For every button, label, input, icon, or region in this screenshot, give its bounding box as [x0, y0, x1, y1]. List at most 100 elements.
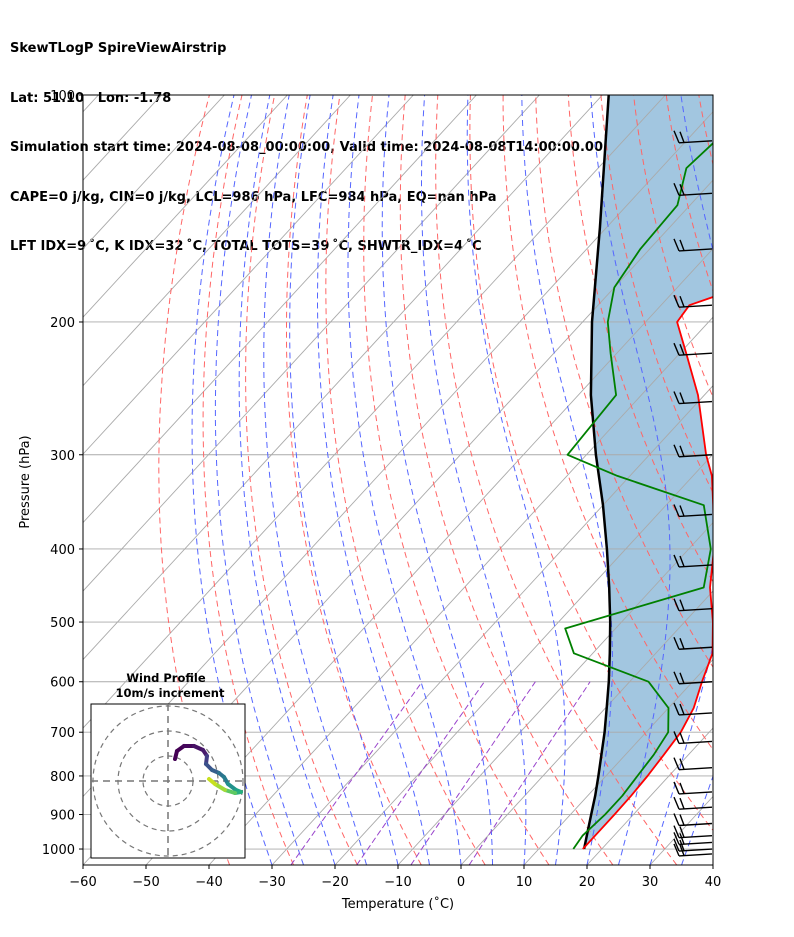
dry-adiabat-line	[600, 95, 713, 494]
isotherm-line	[83, 95, 288, 318]
mixing-ratio-line	[290, 681, 423, 865]
wind-barb	[673, 757, 713, 771]
inset-subtitle: 10m/s increment	[116, 686, 225, 700]
x-tick-label: −10	[384, 875, 411, 890]
moist-adiabat-line	[421, 95, 527, 865]
isotherm-line	[83, 95, 414, 455]
y-tick-label: 700	[50, 726, 75, 741]
dry-adiabat-line	[399, 95, 614, 865]
moist-adiabat-line	[191, 95, 273, 865]
wind-barb	[673, 832, 713, 846]
x-tick-label: −50	[132, 875, 159, 890]
dry-adiabat-line	[245, 95, 358, 865]
moist-adiabat-line	[317, 95, 430, 865]
x-tick-label: 0	[457, 875, 465, 890]
wind-barb	[673, 342, 713, 356]
y-axis-ticks: 100 200 300 400 500 600 700 800 900 1000	[42, 89, 83, 858]
wind-barb	[673, 183, 713, 196]
wind-barb	[673, 130, 713, 144]
dry-adiabat-line	[469, 95, 713, 832]
wind-barb	[673, 504, 713, 518]
wind-barb	[673, 598, 713, 612]
x-tick-label: 20	[579, 875, 596, 890]
x-tick-label: −20	[321, 875, 348, 890]
location-line: Lat: 51.10 Lon: -1.78	[10, 90, 172, 106]
wind-barb	[673, 391, 713, 405]
isotherm-line	[460, 590, 713, 865]
wind-barb	[673, 781, 713, 795]
wind-barb	[673, 238, 713, 252]
isotherm-line	[397, 521, 713, 865]
isotherm-line	[83, 95, 666, 729]
y-tick-label: 1000	[42, 843, 75, 858]
y-tick-label: 200	[50, 316, 75, 331]
dry-adiabat-line	[732, 95, 794, 865]
sounding-profiles	[564, 95, 713, 850]
moist-adiabat-line	[238, 95, 336, 865]
hodograph-segment	[207, 777, 217, 786]
dry-adiabat-line	[665, 95, 713, 293]
wind-barb	[673, 444, 713, 458]
x-axis-ticks: −60 −50 −40 −30 −20 −10 0 10 20 30 40	[69, 865, 721, 890]
wind-barb	[673, 731, 713, 745]
stability-indices-line: LFT IDX=9 ˚C, K IDX=32 ˚C, TOTAL TOTS=39…	[10, 239, 482, 254]
moist-adiabat-line	[590, 95, 671, 865]
wind-barb	[673, 636, 713, 650]
wind-barb	[673, 671, 713, 685]
simulation-time-line: Simulation start time: 2024-08-08_00:00:…	[10, 140, 603, 155]
dry-adiabat-line	[325, 95, 486, 865]
x-tick-label: 30	[642, 875, 659, 890]
x-tick-label: 40	[705, 875, 722, 890]
isotherm-line	[271, 384, 713, 865]
wind-barb	[673, 813, 713, 827]
mixing-ratio-lines	[290, 681, 591, 865]
isotherm-line	[776, 95, 794, 865]
isotherm-line	[523, 658, 713, 865]
dry-adiabat-line	[633, 95, 713, 399]
chart-header: SkewTLogP SpireViewAirstrip Lat: 51.10 L…	[10, 8, 603, 272]
isotherm-line	[586, 727, 713, 865]
parcel-profile-line	[582, 95, 612, 850]
x-axis-label: Temperature (˚C)	[341, 896, 454, 912]
dry-adiabat-line	[502, 95, 713, 751]
isotherm-line	[208, 316, 713, 865]
mixing-ratio-line	[410, 681, 536, 865]
moist-adiabat-line	[347, 95, 462, 865]
y-axis-label: Pressure (hPa)	[18, 435, 33, 528]
x-tick-label: 10	[516, 875, 533, 890]
isotherm-line	[83, 95, 351, 387]
dewpoint-profile-line	[564, 141, 713, 850]
y-tick-label: 300	[50, 449, 75, 464]
inset-rings	[91, 704, 245, 858]
moist-adiabat-line	[466, 95, 566, 865]
hodograph-trace	[173, 744, 243, 795]
wind-barb	[673, 294, 713, 308]
isotherm-line	[334, 453, 713, 865]
y-tick-label: 800	[50, 770, 75, 785]
wind-barbs	[673, 130, 713, 857]
dry-adiabat-line	[363, 95, 550, 865]
convective-params-line: CAPE=0 j/kg, CIN=0 j/kg, LCL=986 hPa, LF…	[10, 189, 497, 205]
y-tick-label: 400	[50, 543, 75, 558]
isotherm-line	[83, 95, 603, 661]
wind-barb	[673, 796, 713, 810]
wind-profile-inset: Wind Profile 10m/s increment	[90, 671, 246, 859]
isotherm-line	[712, 864, 713, 865]
moist-adiabat-line	[263, 95, 367, 865]
moist-adiabat-line	[214, 95, 304, 865]
wind-barb	[673, 825, 713, 839]
moist-adiabat-line	[381, 95, 493, 865]
y-tick-label: 500	[50, 616, 75, 631]
x-tick-label: −40	[195, 875, 222, 890]
moist-adiabat-line	[712, 863, 713, 865]
x-tick-label: −30	[258, 875, 285, 890]
isotherm-line	[83, 95, 225, 250]
x-tick-label: −60	[69, 875, 96, 890]
dry-adiabat-line	[535, 95, 713, 668]
wind-barb	[673, 702, 713, 716]
moist-adiabat-line	[289, 95, 399, 865]
inset-title: Wind Profile	[126, 671, 206, 685]
dry-adiabat-line	[567, 95, 713, 583]
mixing-ratio-line	[468, 681, 591, 865]
